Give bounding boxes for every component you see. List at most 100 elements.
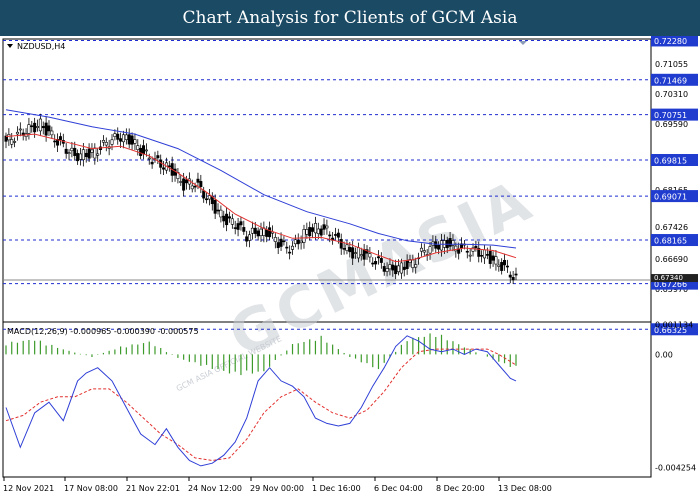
candle-body bbox=[397, 265, 401, 272]
level-price-box bbox=[651, 323, 698, 336]
candle-body bbox=[90, 149, 94, 153]
level-price-box bbox=[651, 73, 698, 86]
candle-body bbox=[348, 247, 352, 253]
candle-body bbox=[408, 259, 412, 263]
candle-body bbox=[368, 253, 372, 258]
candle-body bbox=[58, 136, 62, 140]
candle-body bbox=[316, 228, 320, 234]
candle-body bbox=[10, 139, 14, 145]
candle-body bbox=[41, 126, 45, 129]
candle-body bbox=[162, 167, 166, 170]
macd-title: MACD(12,26,9) -0.000965 -0.000390 -0.000… bbox=[7, 327, 199, 336]
candle-body bbox=[144, 149, 148, 152]
candle-body bbox=[359, 254, 363, 257]
candle-body bbox=[371, 262, 375, 265]
candle-body bbox=[494, 256, 498, 265]
candle-body bbox=[70, 147, 74, 152]
x-axis-label: 21 Nov 22:01 bbox=[126, 484, 180, 493]
candle-body bbox=[468, 254, 472, 257]
candle-body bbox=[491, 255, 495, 261]
candle-body bbox=[394, 265, 398, 275]
price-chart-title: NZDUSD,H4 bbox=[17, 42, 65, 51]
candle-body bbox=[305, 229, 309, 235]
level-price-label: 0.66325 bbox=[654, 326, 687, 335]
candle-body bbox=[336, 232, 340, 238]
candle-body bbox=[505, 265, 509, 268]
candle-body bbox=[342, 248, 346, 250]
x-axis-label: 6 Dec 04:00 bbox=[374, 484, 423, 493]
candle-body bbox=[227, 216, 231, 219]
candle-body bbox=[376, 256, 380, 259]
candle-body bbox=[405, 260, 409, 269]
candle-body bbox=[27, 124, 31, 134]
candle-body bbox=[130, 135, 134, 145]
candle-body bbox=[147, 157, 151, 160]
candle-body bbox=[18, 128, 22, 131]
candle-body bbox=[239, 221, 243, 226]
price-tick-label: 0.67426 bbox=[655, 223, 688, 232]
candle-body bbox=[124, 134, 128, 140]
candle-body bbox=[351, 247, 355, 259]
candle-body bbox=[325, 225, 329, 229]
candle-body bbox=[7, 134, 11, 141]
price-tick-label: 0.71055 bbox=[655, 60, 688, 69]
candle-body bbox=[84, 152, 88, 158]
level-price-box bbox=[651, 190, 698, 203]
level-price-label: 0.69815 bbox=[654, 157, 687, 166]
candle-body bbox=[265, 229, 269, 237]
candle-body bbox=[474, 245, 478, 249]
x-axis-label: 12 Nov 2021 bbox=[3, 484, 54, 493]
candle-body bbox=[207, 195, 211, 200]
candle-body bbox=[440, 240, 444, 251]
candle-body bbox=[356, 247, 360, 259]
current-price-box bbox=[651, 274, 698, 283]
x-axis-label: 1 Dec 16:00 bbox=[312, 484, 361, 493]
candle-body bbox=[225, 213, 229, 226]
candle-body bbox=[15, 131, 19, 135]
candle-body bbox=[110, 139, 114, 145]
candle-body bbox=[127, 134, 131, 145]
candle-body bbox=[471, 247, 475, 252]
candle-body bbox=[477, 247, 481, 257]
candle-body bbox=[503, 259, 507, 266]
candle-body bbox=[47, 125, 51, 132]
candle-body bbox=[322, 224, 326, 230]
candle-body bbox=[76, 153, 80, 162]
candle-body bbox=[101, 140, 105, 143]
candle-body bbox=[113, 133, 117, 137]
candle-body bbox=[448, 238, 452, 247]
ma-slow-line bbox=[5, 109, 517, 249]
level-price-box bbox=[651, 154, 698, 167]
candle-body bbox=[202, 190, 206, 199]
candle-body bbox=[139, 147, 143, 156]
candle-body bbox=[508, 274, 512, 278]
candle-body bbox=[78, 153, 82, 160]
candle-body bbox=[319, 228, 323, 236]
current-price-label: 0.67340 bbox=[654, 274, 683, 282]
candle-body bbox=[465, 250, 469, 253]
candle-body bbox=[196, 178, 200, 183]
candle-body bbox=[87, 148, 91, 159]
candle-body bbox=[402, 266, 406, 270]
banner-title: Chart Analysis for Clients of GCM Asia bbox=[0, 0, 700, 36]
candle-body bbox=[374, 261, 378, 265]
candle-body bbox=[73, 147, 77, 156]
macd-main-line bbox=[5, 335, 517, 467]
x-axis-label: 29 Nov 00:00 bbox=[250, 484, 304, 493]
x-axis-label: 17 Nov 08:00 bbox=[64, 484, 118, 493]
candle-body bbox=[511, 277, 515, 281]
candle-body bbox=[391, 264, 395, 271]
candle-body bbox=[230, 218, 234, 225]
candle-body bbox=[242, 227, 246, 232]
candle-body bbox=[428, 246, 432, 254]
x-axis-label: 8 Dec 20:00 bbox=[436, 484, 485, 493]
candle-body bbox=[185, 179, 189, 184]
candle-body bbox=[156, 155, 160, 159]
candle-body bbox=[480, 254, 484, 257]
candle-body bbox=[53, 140, 57, 143]
level-price-label: 0.72280 bbox=[654, 37, 687, 46]
level-price-box bbox=[651, 36, 698, 47]
candle-body bbox=[482, 249, 486, 259]
scroll-marker-icon bbox=[519, 41, 527, 45]
